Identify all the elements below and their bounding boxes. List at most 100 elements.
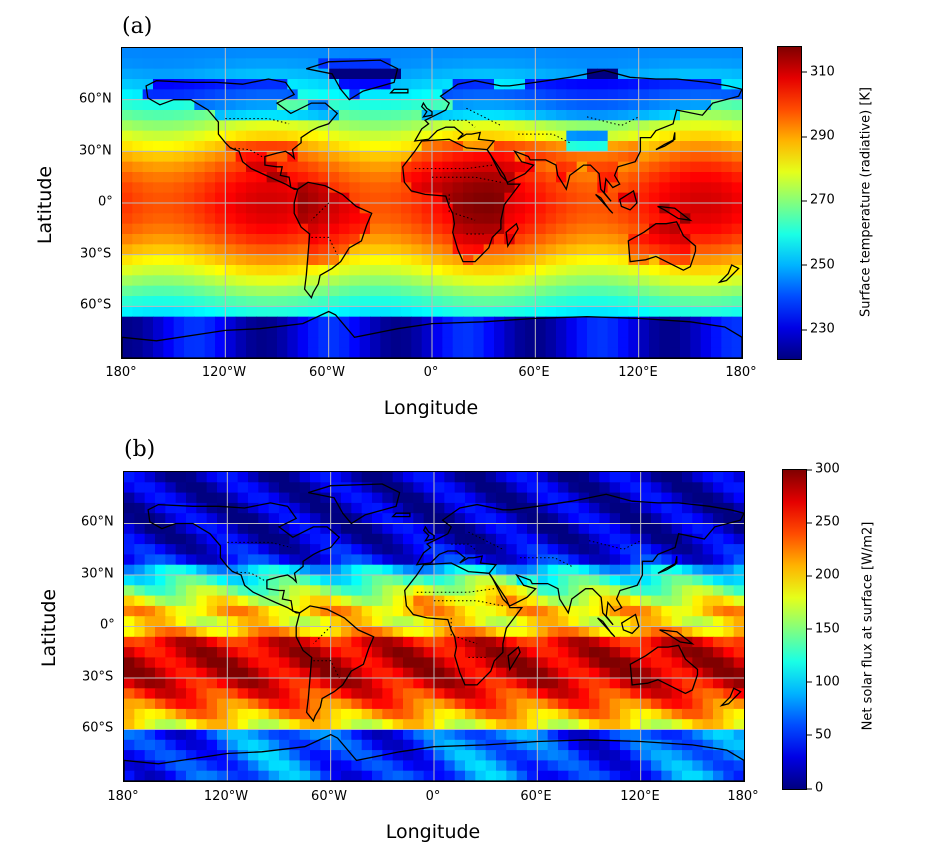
coastline (595, 193, 614, 214)
x-tick: 120°E (618, 365, 658, 380)
x-tick: 180° (725, 365, 757, 380)
coastline (147, 502, 341, 614)
country-border (225, 118, 290, 125)
country-border (416, 588, 495, 593)
coastline (507, 645, 521, 672)
panel-b-xlabel: Longitude (385, 821, 481, 843)
y-tick: 30°N (79, 143, 112, 159)
coastline (122, 310, 742, 358)
y-tick: 60°N (81, 514, 114, 530)
panel-b-colorbar (782, 469, 807, 790)
panel-b-map (123, 471, 745, 782)
x-tick: 60°E (520, 789, 552, 804)
country-border (313, 660, 340, 679)
coastline (505, 222, 519, 249)
graticule (124, 472, 744, 781)
coastlines (122, 59, 742, 358)
coastlines (124, 483, 744, 781)
coastline (629, 644, 699, 695)
colorbar-tick: 300 (807, 461, 840, 477)
colorbar-tick: 50 (807, 727, 832, 743)
panel-a-map (121, 47, 743, 359)
x-tick: 60°W (311, 789, 347, 804)
colorbar-tick: 0 (806, 780, 824, 796)
colorbar-tick: 250 (802, 257, 835, 273)
panel-a-colorbar-label: Surface temperature (radiative) [K] (858, 87, 874, 317)
coastline (657, 205, 693, 222)
coastline (618, 189, 638, 211)
temperature-map (122, 48, 742, 358)
country-border (448, 194, 476, 221)
x-tick: 180° (105, 365, 137, 380)
coastline (413, 69, 742, 202)
coastline (308, 483, 401, 525)
coastline (295, 605, 375, 723)
country-border (313, 626, 332, 645)
coastline (717, 264, 740, 284)
coastline (422, 525, 435, 542)
colorbar-tick: 150 (807, 621, 840, 636)
country-border (466, 107, 502, 126)
graticule (122, 48, 742, 358)
colorbar-tick: 290 (802, 128, 835, 144)
coastline (293, 181, 373, 300)
coastline (627, 221, 697, 271)
coastline (659, 629, 695, 645)
coastline (389, 88, 409, 94)
x-tick: 120°W (203, 789, 249, 804)
country-border (414, 164, 493, 170)
x-tick: 60°E (518, 365, 550, 380)
x-tick: 180° (107, 789, 139, 804)
y-tick: 0° (98, 194, 113, 210)
colorbar-tick: 310 (802, 64, 835, 80)
coastline (420, 101, 433, 118)
y-tick: 30°S (82, 669, 114, 685)
country-border (588, 540, 641, 550)
coastline (145, 78, 339, 190)
coastline (655, 132, 676, 151)
x-tick: 0° (423, 365, 439, 380)
panel-b-ylabel: Latitude (38, 588, 60, 668)
x-tick: 180° (727, 789, 759, 804)
coastline (404, 562, 524, 686)
coastline (657, 555, 678, 574)
panel-b-colorbar-label: Net solar flux at surface [W/m2] (860, 521, 876, 731)
colorbar-tick: 250 (807, 514, 840, 530)
x-tick: 0° (425, 789, 441, 804)
country-border (311, 236, 338, 255)
colorbar-tick: 200 (807, 567, 840, 583)
country-border (434, 600, 503, 607)
panel-a-colorbar (777, 46, 802, 360)
coastline (391, 512, 411, 518)
solar-flux-map (124, 472, 744, 781)
coastline (597, 617, 616, 638)
country-border (432, 176, 501, 183)
country-border (586, 116, 639, 127)
y-tick: 60°S (82, 720, 114, 736)
coastline (620, 613, 640, 635)
x-tick: 120°W (201, 365, 247, 380)
coastline (402, 138, 522, 263)
colorbar-tick: 230 (802, 321, 835, 337)
x-tick: 120°E (620, 789, 660, 804)
y-tick: 60°S (80, 297, 112, 313)
coastline (124, 733, 744, 781)
x-tick: 60°W (309, 365, 345, 380)
country-border (451, 543, 478, 552)
y-tick: 30°N (81, 566, 114, 582)
colorbar-tick: 270 (802, 192, 835, 208)
y-tick: 0° (100, 617, 115, 633)
panel-a-ylabel: Latitude (34, 165, 56, 245)
coastline (415, 493, 744, 626)
colorbar-tick: 100 (807, 674, 840, 690)
field-cells (124, 472, 744, 781)
y-tick: 60°N (79, 91, 112, 107)
panel-a-xlabel: Longitude (383, 397, 479, 419)
coastline (306, 59, 399, 101)
panel-a-label: (a) (122, 14, 153, 39)
panel-b-label: (b) (124, 437, 156, 462)
coastline (719, 687, 742, 707)
country-border (449, 119, 476, 128)
country-border (311, 202, 330, 221)
country-border (468, 531, 504, 550)
